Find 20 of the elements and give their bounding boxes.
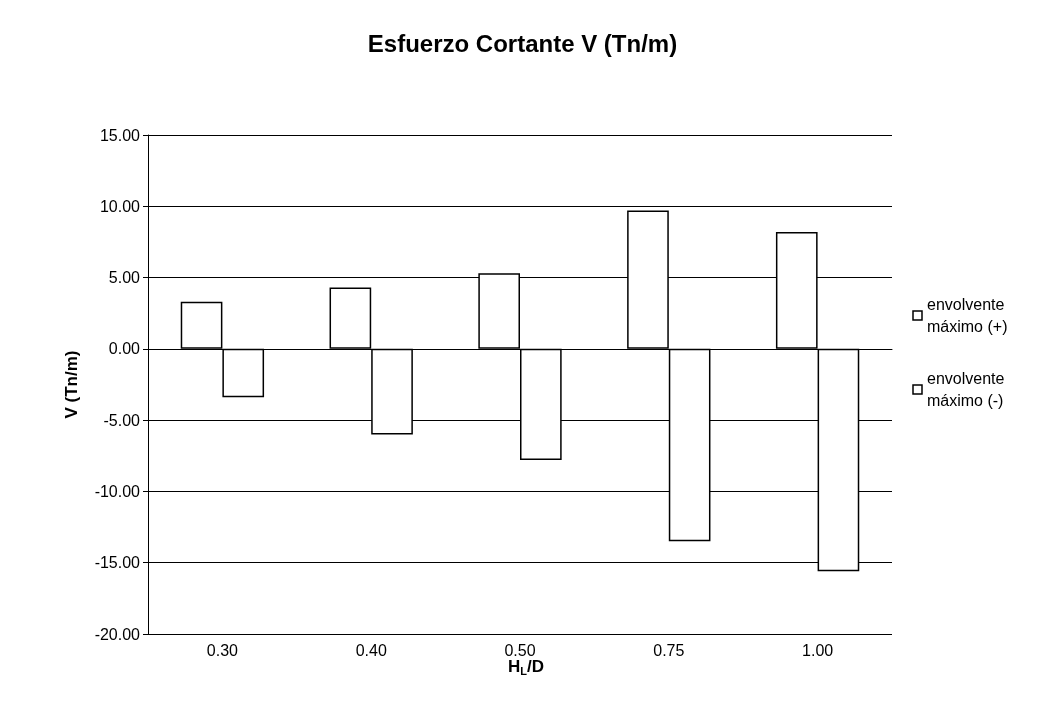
y-tick-label: -10.00 [94, 482, 141, 500]
y-tick-label: 10.00 [99, 197, 141, 215]
bar [222, 348, 265, 398]
y-axis-title: V (Tn/m) [62, 350, 81, 419]
y-tick-label: -15.00 [94, 554, 141, 572]
y-tick-label: 0.00 [108, 340, 141, 358]
x-tick-label: 0.50 [504, 641, 536, 659]
x-tick-label: 0.75 [653, 641, 685, 659]
x-tick-label: 0.30 [206, 641, 239, 659]
legend-label: envolvente máximo (-) [927, 370, 1009, 409]
y-tick-label: -5.00 [103, 411, 141, 429]
bar [329, 287, 372, 349]
bar [180, 301, 223, 349]
y-tick-label: -20.00 [94, 625, 141, 643]
x-tick-label: 0.40 [355, 641, 387, 659]
x-tick-label: 1.00 [802, 641, 834, 659]
legend-label: envolvente máximo (+) [927, 296, 1009, 335]
y-tick-label: 5.00 [108, 269, 141, 287]
y-tick-label: 15.00 [99, 126, 141, 144]
chart-title: Esfuerzo Cortante V (Tn/m) [367, 29, 678, 57]
